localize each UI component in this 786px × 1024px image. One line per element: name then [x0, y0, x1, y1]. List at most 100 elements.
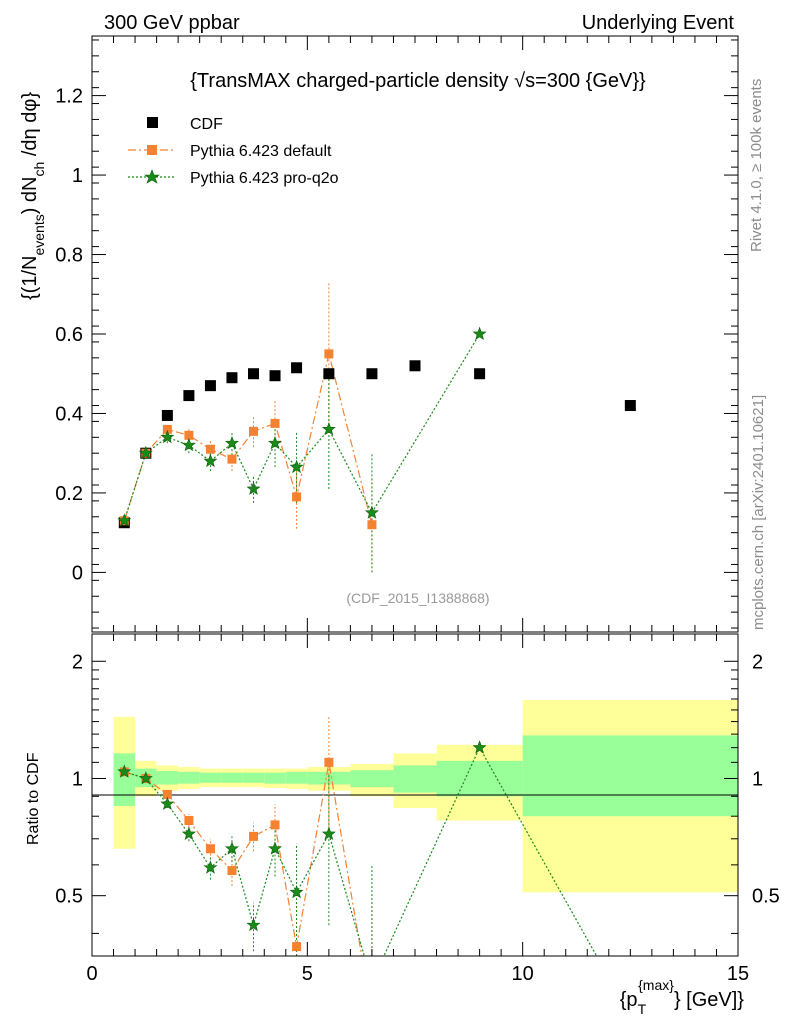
- xlabel-sub-t: T: [638, 1001, 647, 1017]
- main-series-line: [123, 353, 373, 525]
- legend-label-proq2o: Pythia 6.423 pro-q2o: [190, 170, 339, 187]
- ratio-band-green: [199, 772, 222, 783]
- ratio-band-green: [113, 753, 136, 806]
- ratio-series-line: [124, 762, 363, 956]
- proq2o-data-point: [203, 453, 218, 468]
- ratio-proq2o-point: [472, 740, 487, 754]
- ratio-proq2o-point: [321, 826, 336, 840]
- ratio-xtick-label: 0: [86, 963, 97, 985]
- ratio-ytick-label-right: 0.5: [752, 886, 780, 908]
- ratio-xtick-label: 5: [302, 963, 313, 985]
- main-series-line: [123, 333, 481, 521]
- ratio-ytick-label-left: 0.5: [55, 886, 83, 908]
- cdf-data-point: [161, 409, 173, 421]
- main-ylabel: {(1/Nevents) dNch /dη dφ}: [19, 92, 47, 300]
- ratio-default-point: [324, 757, 334, 767]
- ratio-ylabel: Ratio to CDF: [25, 752, 42, 845]
- ylabel-part-c: ) dN: [19, 176, 41, 214]
- default-data-point: [205, 444, 215, 454]
- legend-label-cdf: CDF: [190, 116, 223, 133]
- proq2o-data-point: [472, 326, 487, 341]
- ratio-band-green: [156, 771, 179, 785]
- default-data-point: [249, 426, 258, 436]
- ratio-proq2o-point: [160, 796, 175, 810]
- ratio-default-point: [205, 844, 215, 854]
- ratio-ytick-label-right: 1: [752, 768, 763, 790]
- header-right: Underlying Event: [582, 12, 735, 34]
- ylabel-sub-events: events: [31, 214, 47, 255]
- ratio-default-point: [162, 789, 172, 799]
- ratio-band-green: [393, 765, 437, 793]
- cdf-data-point: [248, 368, 259, 380]
- main-frame: [91, 35, 739, 633]
- ylabel-part-e: /dη dφ}: [19, 92, 41, 162]
- ratio-xlabel: {pT {max}} [GeV]}: [620, 977, 745, 1017]
- legend-label-default: Pythia 6.423 default: [190, 143, 332, 160]
- header-left: 300 GeV ppbar: [104, 12, 240, 34]
- cdf-data-point: [291, 362, 303, 374]
- ratio-proq2o-point: [138, 771, 153, 785]
- ratio-ytick-label-right: 2: [752, 651, 763, 673]
- ratio-proq2o-point: [224, 841, 239, 855]
- cdf-data-point: [624, 400, 636, 412]
- ratio-ytick-label-left: 1: [72, 768, 83, 790]
- ratio-band-green: [178, 771, 200, 784]
- proq2o-data-point: [289, 459, 304, 474]
- default-data-point: [367, 520, 377, 530]
- xlabel-sup-max: {max}: [638, 977, 674, 993]
- ratio-ytick-label-left: 2: [72, 651, 83, 673]
- main-ytick-label: 0.8: [55, 245, 83, 267]
- rivet-label: Rivet 4.1.0, ≥ 100k events: [748, 79, 765, 252]
- ratio-proq2o-point: [246, 917, 261, 932]
- ratio-xtick-label: 15: [727, 963, 749, 985]
- ratio-band-green: [350, 770, 394, 788]
- cdf-data-point: [269, 370, 281, 382]
- main-ytick-label: 0.6: [55, 324, 83, 346]
- main-data-layer: [117, 282, 636, 573]
- ratio-bands: [113, 700, 738, 893]
- ratio-data-layer: [117, 715, 598, 956]
- proq2o-data-point: [117, 513, 132, 527]
- cdf-data-point: [409, 360, 421, 372]
- main-ytick-label: 1.2: [55, 86, 83, 108]
- ratio-proq2o-point: [268, 841, 283, 855]
- default-data-point: [292, 492, 302, 502]
- proq2o-data-point: [160, 429, 175, 444]
- legend: CDF Pythia 6.423 default Pythia 6.423 pr…: [128, 116, 339, 187]
- legend-marker-proq2o: [144, 169, 160, 184]
- ylabel-sub-ch: ch: [31, 162, 47, 177]
- cdf-data-point: [474, 368, 486, 380]
- ylabel-part-a: {(1/N: [19, 256, 41, 300]
- ratio-band-green: [242, 772, 265, 783]
- default-data-point: [227, 454, 237, 464]
- xlabel-part-a: {p: [620, 989, 638, 1011]
- ratio-proq2o-point: [289, 884, 304, 899]
- cdf-data-point: [323, 368, 335, 380]
- ratio-default-point: [270, 820, 280, 830]
- ratio-band-green: [285, 771, 308, 784]
- ratio-default-point: [292, 942, 302, 952]
- proq2o-data-point: [321, 422, 336, 436]
- proq2o-data-point: [364, 505, 379, 519]
- main-ytick-label: 0: [72, 562, 83, 584]
- main-ytick-label: 1: [72, 165, 83, 187]
- ratio-proq2o-point: [181, 826, 196, 840]
- default-data-point: [162, 424, 172, 434]
- default-data-point: [324, 349, 334, 359]
- analysis-watermark: (CDF_2015_I1388868): [346, 590, 489, 606]
- proq2o-data-point: [138, 445, 153, 460]
- cdf-data-point: [226, 372, 238, 384]
- ratio-proq2o-point: [203, 860, 218, 874]
- legend-marker-default: [147, 145, 157, 155]
- default-data-point: [184, 430, 194, 440]
- cdf-data-point: [204, 380, 216, 392]
- ratio-proq2o-point: [117, 764, 132, 778]
- main-axis-ticks: 0 0.2 0.4 0.6 0.8 1 1.2: [55, 36, 739, 632]
- ratio-panel: 0 5 10 15 0.5 0.5 1 1 2 2 Ratio to CDF {pT {max}} …: [25, 633, 780, 1017]
- ratio-default-point: [184, 815, 194, 825]
- proq2o-data-point: [224, 435, 239, 450]
- ratio-band-green: [264, 772, 286, 784]
- cdf-data-point: [366, 368, 378, 380]
- proq2o-data-point: [181, 437, 196, 452]
